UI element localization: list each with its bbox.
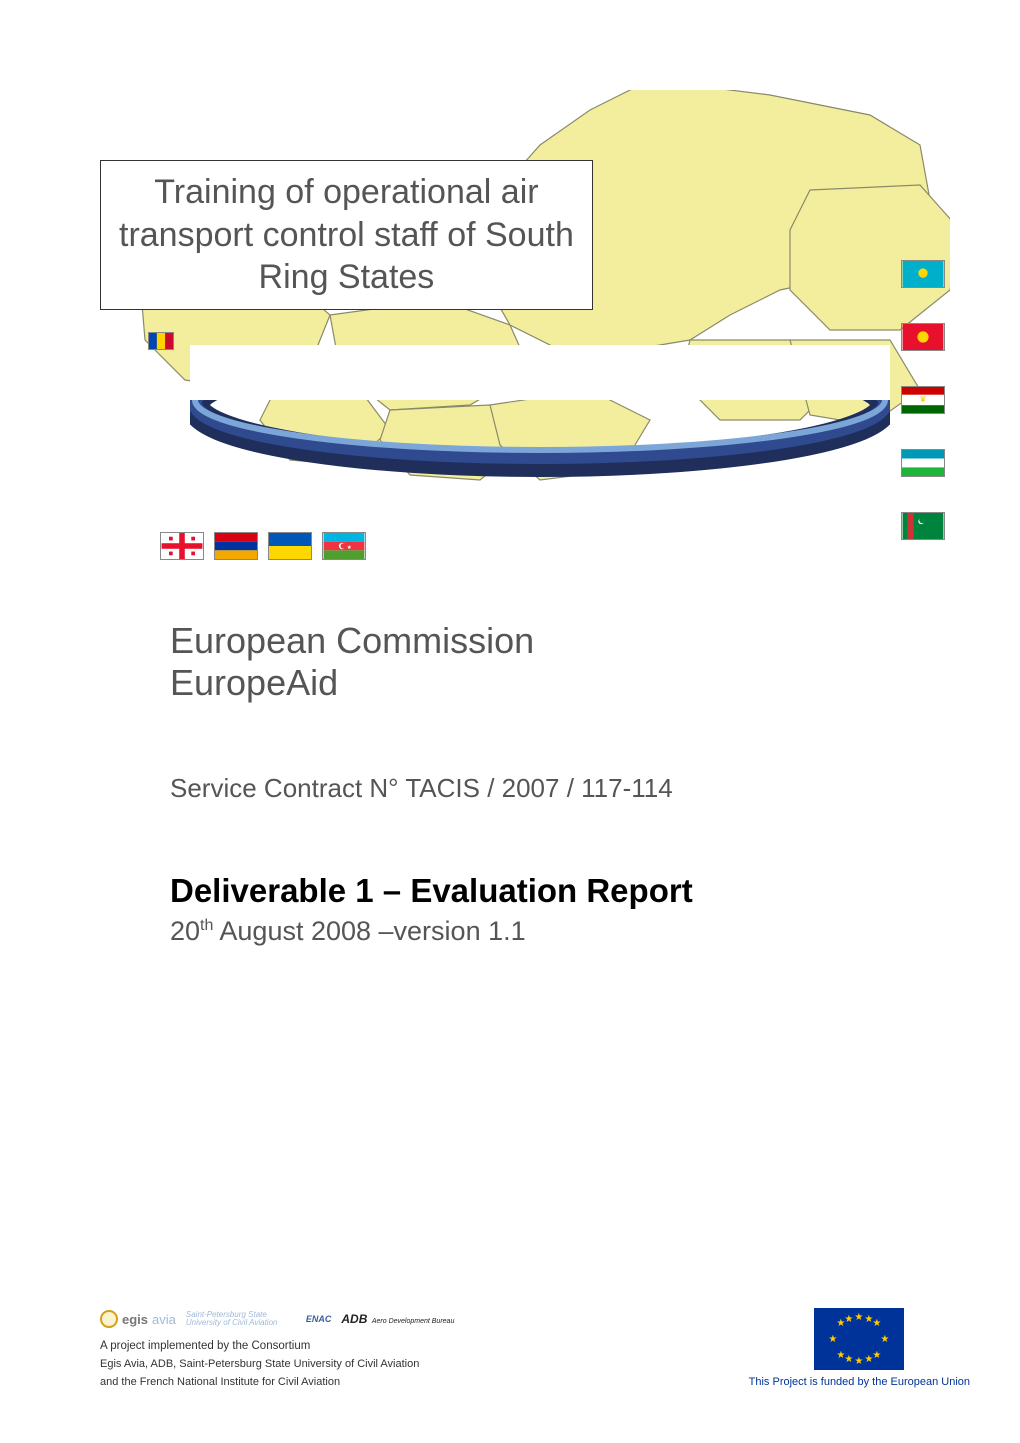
flag-armenia [214, 532, 258, 560]
svg-text:♛: ♛ [919, 394, 926, 403]
egis-logo-icon [100, 1310, 118, 1328]
egis-suffix: avia [152, 1312, 176, 1327]
deliverable-title: Deliverable 1 – Evaluation Report [170, 872, 920, 910]
page-footer: egis avia Saint-Petersburg State Universi… [100, 1308, 970, 1388]
partner-logos-row: egis avia Saint-Petersburg State Universi… [100, 1310, 749, 1328]
eu-flag-icon: ★ ★ ★ ★ ★ ★ ★ ★ ★ ★ ★ ★ [814, 1308, 904, 1370]
date-rest: August 2008 –version 1.1 [213, 916, 525, 946]
enac-label: ENAC [306, 1314, 332, 1324]
document-date: 20th August 2008 –version 1.1 [170, 916, 920, 947]
contract-number: Service Contract N° TACIS / 2007 / 117-1… [170, 773, 920, 804]
date-ordinal: th [200, 917, 213, 934]
orbit-ring [190, 345, 890, 485]
title-line-3: Ring States [119, 256, 574, 299]
flag-moldova [148, 332, 174, 350]
title-line-1: Training of operational air [119, 171, 574, 214]
flag-tajikistan: ♛ [901, 386, 945, 414]
org-line-1: European Commission [170, 620, 920, 662]
flag-uzbekistan [901, 449, 945, 477]
flags-column-right: ♛ [901, 260, 945, 540]
flag-ukraine [268, 532, 312, 560]
flag-kazakhstan [901, 260, 945, 288]
title-line-2: transport control staff of South [119, 214, 574, 257]
implementers-line-1: Egis Avia, ADB, Saint-Petersburg State U… [100, 1358, 749, 1370]
implementers-line-2: and the French National Institute for Ci… [100, 1376, 749, 1388]
implemented-by-line: A project implemented by the Consortium [100, 1340, 749, 1352]
flags-row-bottom: ★ [160, 532, 366, 560]
adb-label: ADB [341, 1312, 367, 1326]
hero-graphic: Training of operational air transport co… [100, 120, 920, 560]
spb-university-label: Saint-Petersburg State University of Civ… [186, 1311, 296, 1327]
org-line-2: EuropeAid [170, 662, 920, 704]
flag-turkmenistan [901, 512, 945, 540]
project-title-box: Training of operational air transport co… [100, 160, 593, 310]
egis-label: egis [122, 1312, 148, 1327]
document-text-block: European Commission EuropeAid Service Co… [170, 620, 920, 947]
eu-funding-caption: This Project is funded by the European U… [749, 1376, 970, 1388]
egis-logo: egis avia [100, 1310, 176, 1328]
adb-sublabel: Aero Development Bureau [372, 1318, 455, 1325]
flag-azerbaijan: ★ [322, 532, 366, 560]
flag-kyrgyzstan [901, 323, 945, 351]
flag-georgia [160, 532, 204, 560]
adb-logo: ADB Aero Development Bureau [341, 1310, 454, 1328]
date-day: 20 [170, 916, 200, 946]
footer-left: egis avia Saint-Petersburg State Universi… [100, 1310, 749, 1388]
footer-right: ★ ★ ★ ★ ★ ★ ★ ★ ★ ★ ★ ★ This Project is … [749, 1308, 970, 1388]
svg-text:★: ★ [347, 544, 352, 551]
